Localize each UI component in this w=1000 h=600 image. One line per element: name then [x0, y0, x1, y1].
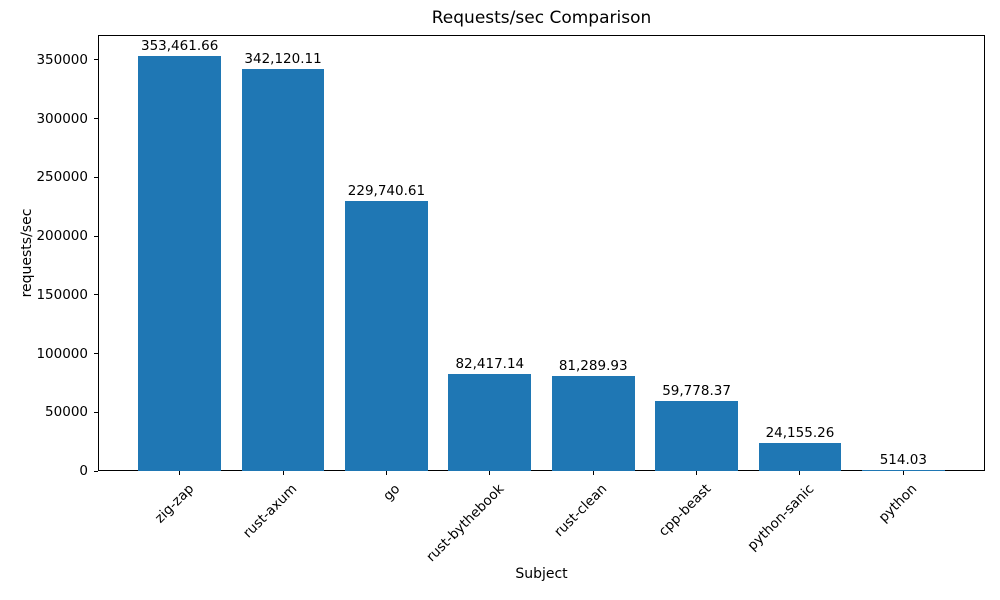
y-tick-mark [94, 411, 98, 413]
bar [241, 69, 325, 471]
bar-value-label: 353,461.66 [141, 37, 219, 54]
y-tick-label: 150000 [36, 286, 88, 303]
chart-title: Requests/sec Comparison [431, 8, 652, 28]
x-tick-label: rust-clean [551, 481, 611, 541]
y-axis-label: requests/sec [19, 208, 35, 298]
x-tick-mark [385, 471, 387, 475]
x-tick-mark [489, 471, 491, 475]
plot-area [98, 35, 985, 471]
y-tick-label: 300000 [36, 110, 88, 127]
bar-value-label: 342,120.11 [244, 51, 322, 68]
x-tick-mark [902, 471, 904, 475]
y-tick-label: 0 [79, 463, 88, 479]
x-tick-label: rust-axum [240, 481, 301, 542]
x-tick-label: zig-zap [151, 481, 197, 527]
x-tick-label: cpp-beast [655, 481, 714, 540]
x-tick-mark [696, 471, 698, 475]
y-tick-mark [94, 353, 98, 355]
bar [448, 374, 532, 471]
y-tick-mark [94, 59, 98, 61]
bar [345, 201, 428, 471]
x-tick-label: go [380, 481, 404, 505]
bar [551, 375, 635, 471]
x-tick-label: python [875, 481, 921, 526]
bar-value-label: 24,155.26 [765, 424, 835, 441]
y-tick-mark [94, 118, 98, 120]
x-tick-label: rust-bythebook [423, 481, 508, 566]
bar [758, 442, 842, 471]
bar-value-label: 81,289.93 [558, 357, 628, 374]
x-tick-mark [179, 471, 181, 475]
x-axis-label: Subject [515, 566, 568, 582]
bar-value-label: 59,778.37 [662, 382, 731, 399]
bar-value-label: 82,417.14 [455, 356, 525, 373]
y-tick-label: 350000 [36, 51, 88, 68]
bar-value-label: 229,740.61 [347, 183, 426, 200]
y-tick-mark [94, 235, 98, 237]
y-tick-mark [94, 176, 98, 178]
bar [138, 55, 222, 471]
bar-value-label: 514.03 [879, 452, 927, 468]
y-tick-label: 250000 [36, 169, 88, 186]
x-tick-mark [592, 471, 594, 475]
bar [655, 400, 738, 471]
x-tick-mark [799, 471, 801, 475]
x-tick-label: python-sanic [744, 481, 818, 554]
x-tick-mark [282, 471, 284, 475]
bar [861, 470, 945, 471]
y-tick-mark [94, 294, 98, 296]
y-tick-mark [94, 470, 98, 472]
y-tick-label: 200000 [36, 228, 88, 245]
y-tick-label: 50000 [45, 404, 88, 421]
y-tick-label: 100000 [36, 345, 88, 362]
